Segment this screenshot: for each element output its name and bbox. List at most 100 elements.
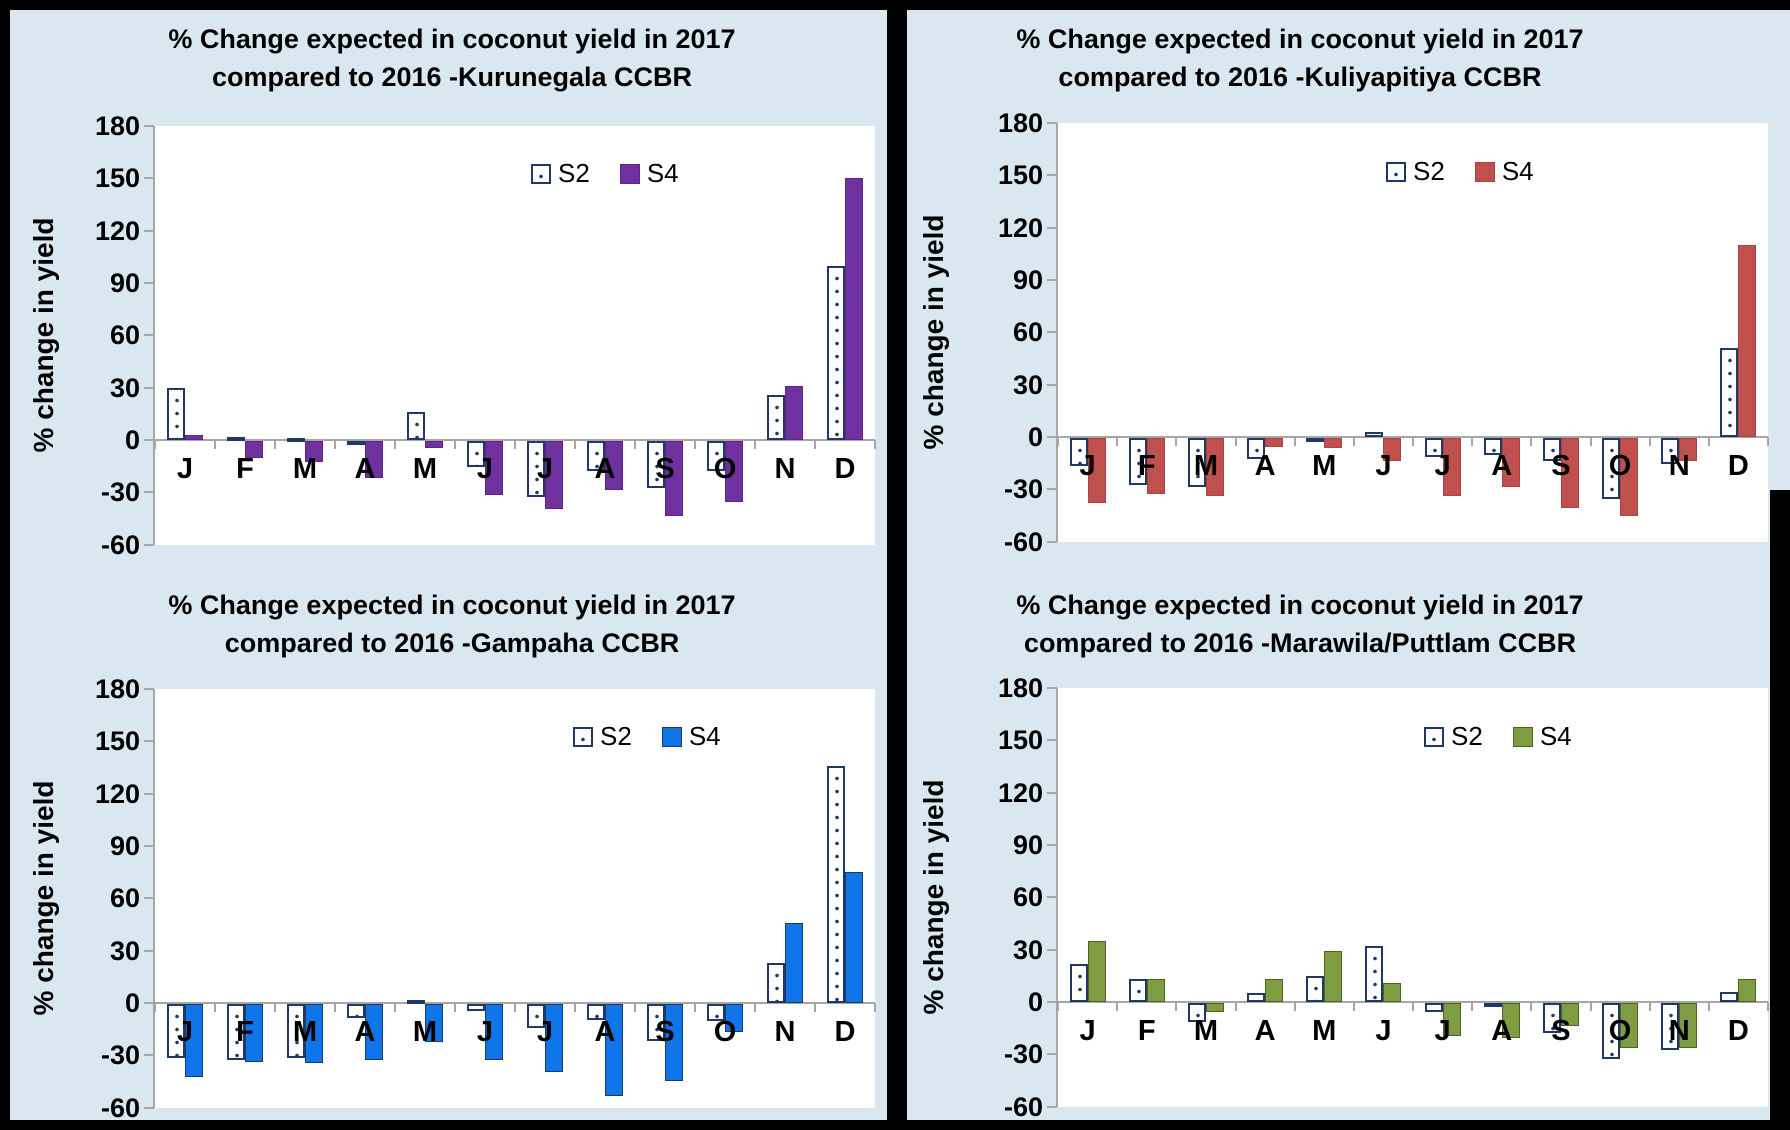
bar-s4-S8 [1560,438,1579,508]
bar-s4-M4 [1324,951,1343,1002]
bar-s2-J0 [167,387,185,440]
y-tick-label: -30 [100,477,140,508]
y-tick-mark [1047,844,1057,847]
bar-s2-O9 [1602,438,1621,500]
y-axis-line [1056,123,1058,542]
x-tick-mark [1293,1002,1296,1011]
y-tick-mark [144,491,154,494]
bar-s2-N10 [1661,438,1680,465]
month-label-A3: A [1254,1015,1276,1047]
y-tick-label: -60 [100,1092,140,1123]
bar-s4-F1 [1146,979,1165,1002]
month-label-S8: S [1551,450,1571,482]
month-label-F1: F [1137,1015,1156,1047]
bar-s2-A3 [347,441,365,445]
x-tick-mark [1648,1002,1651,1011]
bar-s4-M4 [425,1004,443,1043]
y-axis-title: % change in yield [918,779,949,1015]
chart-title: % Change expected in coconut yield in 20… [92,586,812,662]
legend-s4-swatch [661,726,682,747]
bar-s2-A7 [1483,1003,1502,1007]
bar-s4-J5 [1383,982,1402,1002]
month-label-M4: M [1312,450,1337,482]
month-label-A7: A [594,1016,616,1048]
bar-s2-F1 [1128,438,1147,486]
chart-title-line2: compared to 2016 -Kuliyapitiya CCBR [1058,62,1542,92]
month-label-M4: M [412,1016,438,1048]
bar-s2-D11 [827,765,845,1003]
y-tick-label: 90 [1012,265,1043,296]
month-label-J0: J [1079,450,1096,482]
month-label-J5: J [1375,1015,1392,1047]
month-label-J6: J [536,453,554,485]
bar-s4-M2 [305,1004,323,1064]
legend-s4-label: S4 [646,158,679,188]
x-tick-mark [634,1003,636,1012]
y-tick-label: 60 [1012,882,1043,913]
month-label-D11: D [1727,450,1749,482]
bar-s2-M4 [407,999,425,1004]
bar-s2-D11 [1720,991,1739,1002]
bar-s4-F1 [245,441,263,459]
y-tick-mark [144,334,154,337]
month-label-D11: D [1727,1015,1749,1047]
x-tick-mark [394,440,396,449]
chart-title-line2: compared to 2016 -Gampaha CCBR [224,628,680,658]
y-tick-label: 90 [109,268,140,299]
legend-s4-label: S4 [1501,156,1534,186]
bar-s2-F1 [227,1004,245,1060]
bar-s2-M4 [1306,438,1325,442]
bar-s4-S8 [1560,1003,1579,1026]
bar-s4-J6 [545,1004,563,1073]
month-label-A7: A [594,453,616,485]
bar-s2-A3 [1247,438,1266,459]
bar-s4-S8 [665,441,683,516]
bar-s4-J0 [185,1004,203,1078]
x-tick-mark [1175,1002,1178,1011]
bar-s2-S8 [1542,1003,1561,1033]
bar-s4-O9 [1620,1003,1639,1049]
month-label-J0: J [1079,1015,1096,1047]
y-tick-label: 180 [94,674,140,705]
y-tick-mark [144,740,154,743]
y-tick-mark [1047,1001,1057,1003]
y-tick-mark [1047,226,1057,229]
x-tick-mark [1175,437,1178,446]
y-tick-label: -30 [1003,1039,1043,1070]
y-tick-mark [1047,122,1057,125]
x-tick-mark [214,440,216,449]
y-tick-label: 150 [94,726,140,757]
y-tick-label: -60 [1003,1091,1043,1122]
bar-s4-J6 [1442,1003,1461,1037]
y-tick-mark [1047,436,1057,438]
bar-s4-D11 [845,872,863,1003]
x-tick-mark [154,1003,156,1012]
y-tick-mark [144,125,154,128]
x-tick-mark [214,1003,216,1012]
bar-s2-A3 [1247,993,1266,1002]
x-tick-mark [334,1003,336,1012]
month-label-J5: J [476,1016,494,1048]
y-tick-mark [1047,687,1057,690]
bar-s2-J5 [1365,431,1384,437]
right-panel-top-margin [1770,10,1790,490]
y-tick-mark [1047,540,1057,543]
y-tick-mark [1047,174,1057,177]
x-tick-mark [1767,1002,1769,1011]
y-tick-label: 120 [94,215,140,246]
y-tick-label: 120 [997,212,1043,243]
x-tick-mark [694,440,696,449]
month-label-A3: A [354,453,376,485]
bar-s2-J5 [467,441,485,468]
bar-s2-A7 [587,1004,605,1020]
y-tick-mark [1047,279,1057,282]
x-tick-mark [1293,437,1296,446]
x-tick-mark [574,1003,576,1012]
y-tick-label: 180 [94,111,140,142]
x-tick-mark [1412,437,1414,446]
bar-s4-N10 [785,385,803,440]
bar-s2-J5 [1365,946,1384,1002]
bar-s4-M4 [1324,438,1343,449]
x-tick-mark [1116,437,1119,446]
y-tick-mark [1047,739,1057,742]
